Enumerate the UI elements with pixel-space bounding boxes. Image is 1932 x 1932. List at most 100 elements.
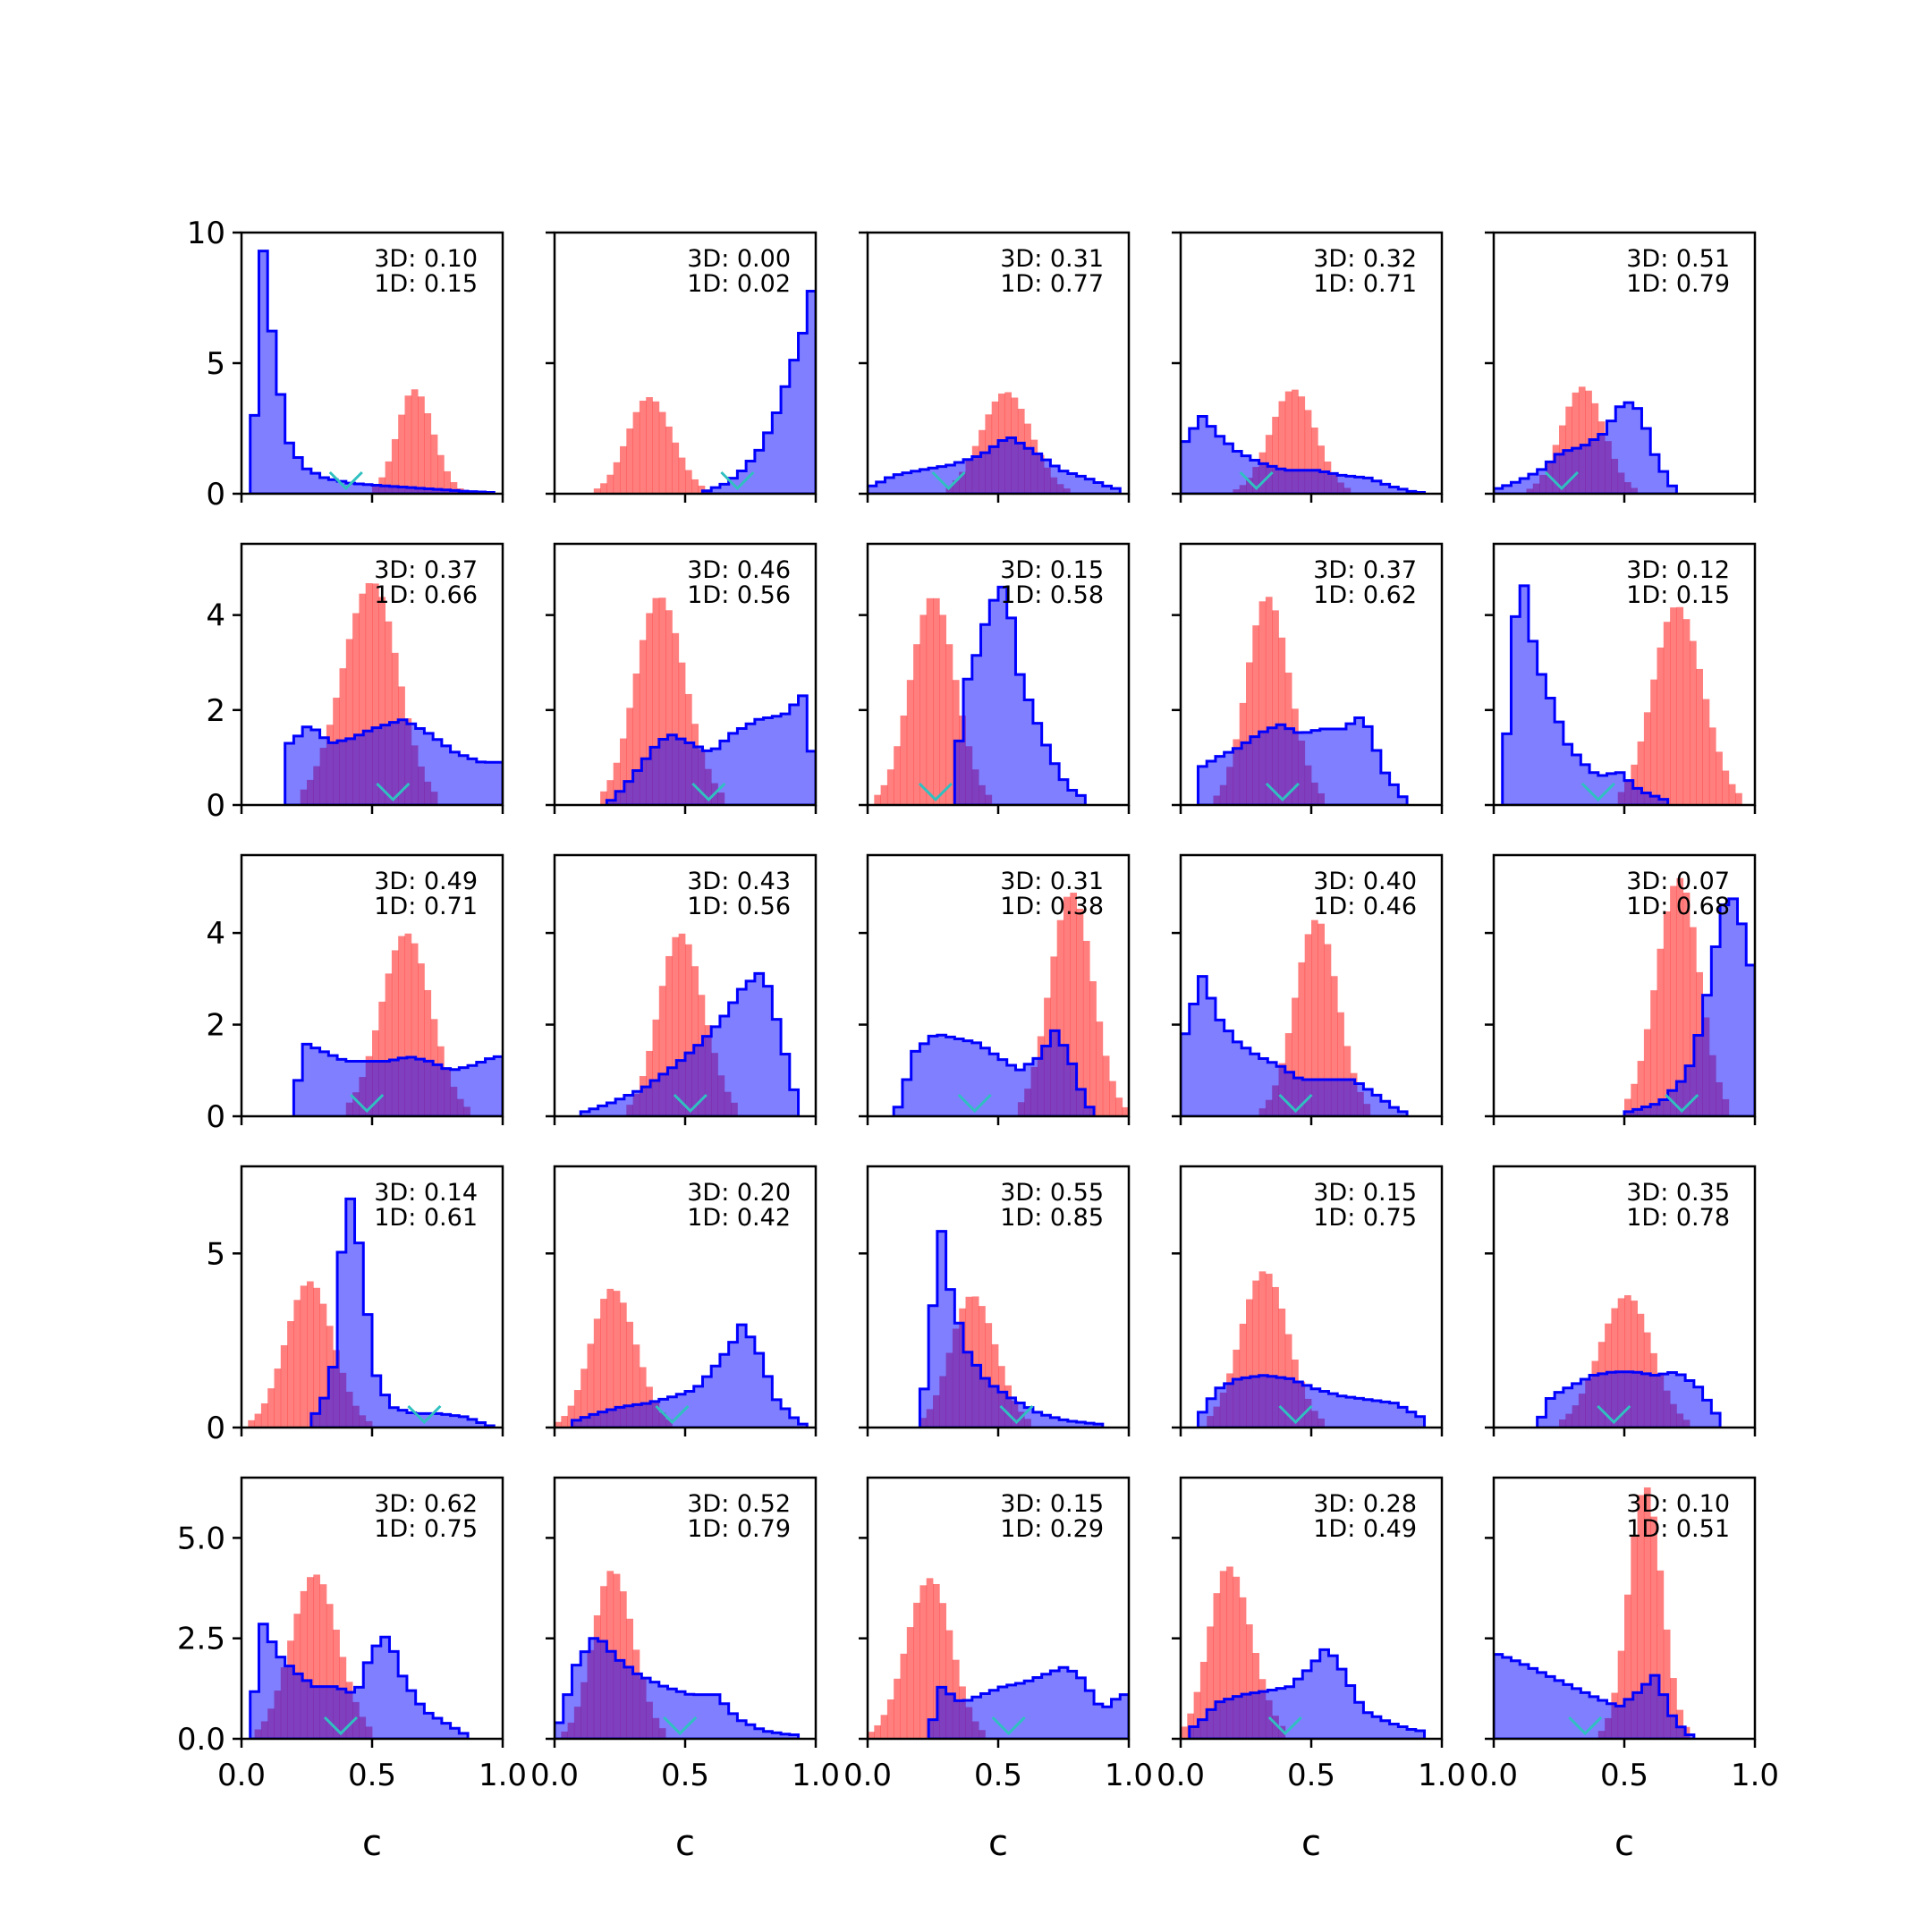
annotation-3d: 3D: 0.51 (1626, 245, 1730, 273)
bar-1d (933, 597, 940, 805)
marker-v (1568, 1716, 1603, 1736)
bar-1d (606, 474, 614, 494)
bar-1d (1246, 1299, 1253, 1428)
bar-1d (339, 668, 347, 805)
bar-1d (1089, 981, 1097, 1116)
annotation-1d: 1D: 0.85 (1000, 1204, 1104, 1232)
bar-1d (1337, 1012, 1344, 1116)
bar-1d (971, 1296, 979, 1428)
bar-1d (1657, 647, 1665, 805)
bar-1d (632, 411, 640, 494)
bar-1d (1265, 597, 1273, 805)
plot-area (1536, 1295, 1722, 1428)
bar-1d (600, 1299, 607, 1428)
y-tick-label: 5 (206, 1236, 225, 1272)
bar-1d (945, 1630, 953, 1739)
bar-1d (1258, 601, 1267, 805)
plot-area (1196, 1271, 1427, 1428)
bar-1d (906, 680, 914, 805)
bar-1d (1657, 1570, 1665, 1739)
x-tick-label: 1.0 (1731, 1758, 1779, 1793)
annotation-1d: 1D: 0.62 (1313, 581, 1417, 609)
series-3d-step (1536, 1370, 1722, 1428)
plot-area (600, 597, 816, 805)
bar-1d (1676, 1709, 1684, 1739)
bar-1d (267, 1388, 275, 1428)
x-tick-label: 0.0 (843, 1758, 892, 1793)
plot-area (1181, 919, 1409, 1116)
x-tick-label: 0.5 (661, 1758, 709, 1793)
bar-1d (1239, 1323, 1247, 1428)
bar-1d (1735, 792, 1742, 805)
bar-1d (685, 944, 692, 1116)
bar-1d (620, 738, 627, 805)
bar-1d (1663, 622, 1671, 805)
bar-1d (1670, 886, 1677, 1116)
annotation-3d: 3D: 0.07 (1626, 868, 1730, 895)
y-tick-label: 2.5 (177, 1622, 225, 1657)
bar-1d (626, 708, 633, 805)
bar-1d (555, 1421, 562, 1428)
bar-1d (1716, 751, 1723, 805)
marker-v (957, 1093, 992, 1114)
bar-1d (1311, 427, 1318, 494)
annotation-1d: 1D: 0.71 (1313, 270, 1417, 298)
series-3d-step (309, 1197, 496, 1428)
annotation-3d: 3D: 0.15 (1313, 1179, 1417, 1207)
annotation-1d: 1D: 0.56 (687, 581, 791, 609)
annotation-1d: 1D: 0.15 (374, 270, 478, 298)
bar-1d (1298, 396, 1306, 494)
bar-1d (632, 674, 640, 805)
bar-1d (1318, 923, 1325, 1116)
bar-1d (391, 438, 399, 494)
plot-area (248, 1197, 496, 1428)
annotation-1d: 1D: 0.61 (374, 1204, 478, 1232)
bar-1d (1193, 1691, 1201, 1739)
bar-1d (1676, 877, 1684, 1116)
bar-1d (1219, 1571, 1227, 1739)
annotation-1d: 1D: 0.56 (687, 893, 791, 920)
bar-1d (652, 401, 660, 494)
bar-1d (1330, 976, 1338, 1116)
bar-1d (665, 955, 673, 1116)
bar-1d (424, 412, 432, 494)
annotation-1d: 1D: 0.66 (374, 581, 478, 609)
bar-1d (1722, 770, 1730, 805)
annotation-3d: 3D: 0.37 (1313, 556, 1417, 584)
bar-1d (567, 1405, 575, 1428)
bar-1d (1096, 1021, 1104, 1116)
bar-1d (620, 445, 627, 494)
bar-1d (1272, 1286, 1279, 1428)
bar-1d (398, 414, 405, 494)
bar-1d (1643, 1487, 1651, 1739)
plot-area (1494, 1487, 1696, 1739)
series-3d-step (1623, 897, 1755, 1116)
annotation-1d: 1D: 0.49 (1313, 1515, 1417, 1543)
bar-1d (874, 1724, 881, 1739)
annotation-1d: 1D: 0.68 (1626, 893, 1730, 920)
bar-1d (1213, 1593, 1221, 1739)
annotation-1d: 1D: 0.02 (687, 270, 791, 298)
bar-1d (1663, 1629, 1671, 1739)
bar-1d (1631, 1301, 1638, 1428)
bar-1d (280, 1344, 288, 1428)
marker-v (1580, 782, 1615, 802)
bar-1d (672, 442, 680, 494)
bar-1d (1617, 1298, 1625, 1428)
plot-area (1181, 389, 1427, 494)
bar-1d (1702, 699, 1710, 805)
plot-area (593, 289, 816, 494)
plot-area (892, 893, 1129, 1116)
bar-1d (1246, 662, 1253, 805)
y-tick-label: 4 (206, 916, 225, 952)
marker-v (328, 470, 363, 491)
bar-1d (1631, 1083, 1638, 1116)
bar-1d (1226, 1566, 1233, 1739)
series-3d-step (605, 694, 816, 805)
bar-1d (1676, 606, 1684, 805)
